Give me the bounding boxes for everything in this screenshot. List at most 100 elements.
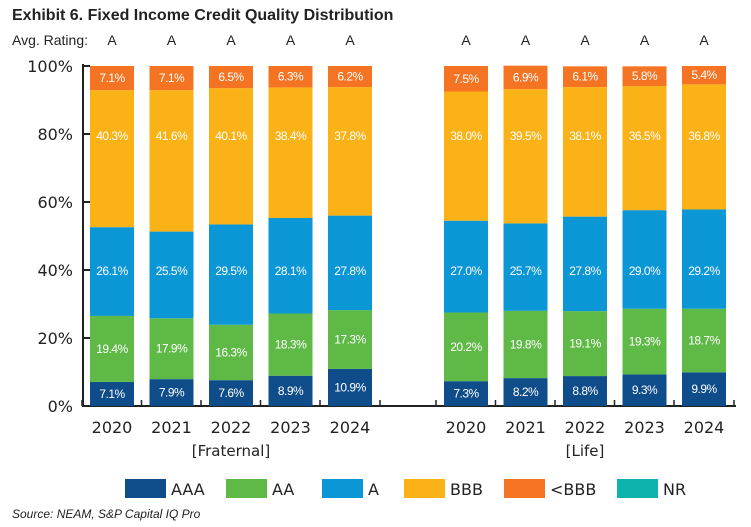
data-label: 8.8% — [572, 384, 598, 398]
legend-item: AAA — [125, 479, 205, 499]
bar-segment-bbb — [444, 91, 488, 221]
bar-segment-a — [682, 209, 726, 309]
legend-item: NR — [617, 479, 686, 499]
legend-label: NR — [663, 480, 686, 499]
bar-segment-bbb — [622, 86, 667, 211]
data-label: 18.7% — [688, 334, 720, 348]
data-label: 6.1% — [572, 70, 598, 84]
data-label: 16.3% — [215, 345, 247, 359]
bar-segment-a — [268, 217, 313, 314]
x-tick-label: 2023 — [270, 418, 311, 437]
bar-segment-aaa — [563, 376, 607, 406]
y-tick-label: 80% — [37, 125, 73, 144]
data-label: 27.0% — [450, 264, 482, 278]
bar-segment-bbb — [149, 90, 194, 232]
data-label: 26.1% — [96, 264, 128, 278]
bar-segment-aaa — [444, 381, 488, 406]
bar-segment-a — [503, 223, 548, 311]
bar-segment-bbb — [90, 90, 134, 228]
data-label: 38.0% — [450, 129, 482, 143]
data-label: 7.1% — [159, 71, 185, 85]
data-label: 6.3% — [278, 70, 304, 84]
data-label: 9.9% — [691, 382, 717, 396]
bar-segment-aaa — [90, 381, 134, 406]
data-label: 18.3% — [275, 338, 307, 352]
avg-rating-value: A — [226, 32, 236, 48]
bar-segment-aa — [209, 324, 253, 381]
bar-segment-bbb — [503, 89, 548, 224]
legend-label: AAA — [171, 480, 205, 499]
bar-segment-aaa — [622, 374, 667, 406]
x-tick-label: 2024 — [330, 418, 371, 437]
avg-rating-value: A — [345, 32, 355, 48]
bar-segment-below-bbb — [682, 66, 726, 85]
data-label: 39.5% — [510, 129, 542, 143]
group-label: [Life] — [566, 442, 605, 460]
data-label: 7.5% — [453, 72, 479, 86]
bar-segment-aa — [682, 308, 726, 373]
bar-segment-aaa — [682, 372, 726, 406]
bar-segment-aa — [622, 308, 667, 375]
legend-label: BBB — [450, 480, 483, 499]
chart-title: Exhibit 6. Fixed Income Credit Quality D… — [12, 7, 393, 24]
legend-label: <BBB — [550, 480, 596, 499]
bar-segment-aa — [90, 315, 134, 382]
bar-segment-aaa — [149, 379, 194, 406]
bar-segment-below-bbb — [622, 66, 667, 87]
data-label: 8.2% — [513, 385, 539, 399]
bar-segment-below-bbb — [149, 66, 194, 91]
legend-swatch — [125, 479, 166, 498]
bar-segment-below-bbb — [563, 66, 607, 88]
legend-swatch — [504, 479, 545, 498]
data-label: 29.0% — [629, 264, 661, 278]
bar-segment-bbb — [328, 87, 372, 216]
bar-segment-below-bbb — [444, 66, 488, 92]
data-label: 7.1% — [99, 387, 125, 401]
y-tick-label: 0% — [48, 397, 73, 416]
bar-segment-a — [622, 210, 667, 309]
bar-segment-aaa — [209, 380, 253, 406]
bar-group: 7.3% 20.2% 27.0% 38.0% 7.5% A 2020 8.2% 19.8% 25.… — [435, 32, 735, 460]
bar-segment-bbb — [209, 88, 253, 225]
data-label: 25.7% — [510, 264, 542, 278]
avg-rating-label: Avg. Rating: — [12, 32, 88, 48]
bar-segment-below-bbb — [503, 65, 548, 90]
y-tick-label: 100% — [27, 57, 73, 76]
data-label: 17.3% — [334, 333, 366, 347]
bar-segment-a — [90, 227, 134, 316]
bar-group: 7.1% 19.4% 26.1% 40.3% 7.1% A 2020 7.9% 17.9% 25.… — [81, 32, 381, 460]
bar-segment-a — [328, 215, 372, 311]
x-tick-label: 2021 — [505, 418, 546, 437]
bar-segment-bbb — [563, 87, 607, 217]
bar-segment-aaa — [268, 375, 313, 406]
bar-segment-below-bbb — [90, 66, 134, 91]
data-label: 19.8% — [510, 337, 542, 351]
data-label: 19.3% — [629, 335, 661, 349]
group-label: [Fraternal] — [192, 442, 270, 460]
bar-segment-aa — [149, 318, 194, 380]
source-note: Source: NEAM, S&P Capital IQ Pro — [12, 507, 201, 521]
avg-rating-value: A — [461, 32, 471, 48]
avg-rating-value: A — [167, 32, 177, 48]
bar-segment-a — [149, 231, 194, 319]
data-label: 5.4% — [691, 68, 717, 82]
avg-rating-value: A — [699, 32, 709, 48]
data-label: 38.1% — [569, 129, 601, 143]
bar-segment-aa — [444, 312, 488, 382]
data-label: 19.4% — [96, 342, 128, 356]
bar-segment-aa — [268, 313, 313, 376]
data-label: 28.1% — [275, 264, 307, 278]
data-label: 7.1% — [99, 71, 125, 85]
data-label: 5.8% — [632, 69, 658, 83]
legend-swatch — [322, 479, 363, 498]
x-tick-label: 2020 — [92, 418, 133, 437]
bar-segment-bbb — [682, 84, 726, 210]
bar-segment-a — [209, 224, 253, 325]
bar-segment-bbb — [268, 87, 313, 218]
data-label: 36.5% — [629, 129, 661, 143]
bar-segment-below-bbb — [268, 66, 313, 88]
bar-segment-aa — [328, 310, 372, 369]
data-label: 40.1% — [215, 129, 247, 143]
data-label: 9.3% — [632, 383, 658, 397]
